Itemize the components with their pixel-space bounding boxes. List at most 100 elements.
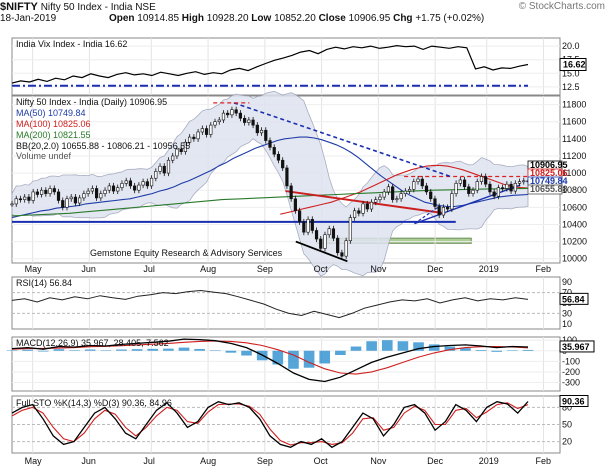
price-right-label: 10825.06 (530, 168, 568, 178)
price-candle (192, 136, 196, 140)
macd-histogram-bar (444, 346, 456, 351)
price-candle (403, 190, 407, 194)
chart-title-line: $NIFTY Nifty 50 Index - India NSE (0, 1, 613, 13)
price-candle (407, 189, 412, 192)
quote-date: 18-Jan-2019 (0, 13, 57, 24)
price-candle (412, 181, 416, 190)
macd-histogram-bar (522, 349, 534, 351)
macd-y-tick: -100 (562, 356, 580, 366)
price-candle (128, 180, 133, 187)
price-candle (391, 186, 395, 200)
legend-volume: Volume undef (16, 151, 72, 161)
x-tick-label: Dec (427, 264, 444, 274)
price-candle (188, 136, 192, 143)
price-candle (484, 176, 488, 185)
x-tick-label-bottom: Dec (427, 456, 444, 466)
price-candle (116, 187, 120, 192)
price-y-tick: 11400 (562, 134, 586, 144)
price-candle (61, 200, 65, 208)
price-candle (52, 188, 56, 193)
price-y-tick: 10800 (562, 185, 587, 195)
price-candle (82, 193, 86, 199)
x-tick-label: Nov (370, 264, 387, 274)
price-candle (221, 112, 226, 121)
price-y-tick: 10600 (562, 202, 587, 212)
price-title: Nifty 50 Index - India (Daily) 10906.95 (16, 97, 167, 107)
macd-histogram-bar (178, 347, 190, 351)
price-candle (454, 183, 458, 194)
price-candle (213, 121, 217, 126)
sto-last-box (559, 394, 589, 407)
price-candle (479, 176, 484, 182)
symbol: $NIFTY (0, 1, 38, 13)
price-y-tick: 11600 (562, 117, 586, 127)
rsi-y-tick: 30 (562, 308, 572, 318)
vix-y-tick: 15.0 (562, 68, 580, 78)
x-tick-label-bottom: Jul (143, 456, 155, 466)
price-candle (509, 183, 513, 192)
x-tick-label: Jul (143, 264, 155, 274)
x-tick-label: 2019 (479, 264, 499, 274)
price-right-label: 10749.84 (530, 176, 568, 186)
price-candle (251, 119, 255, 126)
sto-title: Full STO %K(14,3) %D(3) 90.36, 84.96 (16, 398, 172, 408)
price-candle (314, 230, 319, 240)
price-candle (154, 171, 158, 179)
price-candle (416, 178, 420, 182)
macd-y-tick: -200 (562, 367, 580, 377)
price-candle (111, 185, 116, 192)
macd-histogram-bar (116, 349, 127, 351)
price-candle (441, 207, 446, 216)
x-tick-label: Aug (200, 264, 216, 274)
price-candle (272, 147, 276, 155)
price-candle (268, 140, 272, 148)
vix-title: India Vix Index - India 16.62 (16, 39, 127, 49)
price-right-label: 10655.88 (530, 184, 568, 194)
rsi-title: RSI(14) 56.84 (16, 278, 72, 288)
macd-histogram-bar (84, 349, 96, 351)
macd-histogram-bar (209, 350, 221, 351)
price-candle (467, 186, 471, 194)
macd-histogram-bar (69, 350, 80, 351)
x-tick-label-bottom: Nov (370, 456, 387, 466)
price-candle (40, 189, 44, 195)
quote-line: 18-Jan-2019 Open 10914.85 High 10928.20 … (0, 13, 613, 24)
price-candle (158, 165, 162, 172)
close-label: Close (318, 13, 346, 24)
macd-histogram-bar (100, 350, 112, 351)
price-candle (501, 187, 505, 189)
macd-histogram-bar (491, 350, 503, 352)
open-label: Open (108, 13, 135, 24)
macd-y-tick: 100 (562, 335, 577, 345)
price-candle (14, 198, 18, 205)
macd-panel (11, 336, 561, 392)
x-tick-label-bottom: Oct (314, 456, 329, 466)
price-candle (162, 165, 166, 174)
macd-histogram-bar (225, 350, 237, 353)
price-candle (44, 189, 48, 194)
macd-histogram-bar (460, 348, 471, 351)
macd-histogram-bar (241, 350, 252, 356)
macd-histogram-bar (131, 349, 143, 351)
macd-histogram-bar (163, 348, 174, 351)
price-candle (234, 109, 238, 114)
vix-last-value: 16.62 (563, 59, 586, 69)
price-candle (293, 198, 297, 212)
price-candle (217, 119, 221, 122)
price-y-tick: 11200 (562, 151, 586, 161)
rsi-line (11, 289, 529, 319)
x-tick-label: May (25, 264, 43, 274)
price-candle (238, 112, 242, 119)
price-candle (462, 179, 467, 188)
legend-ma200: MA(200) 10821.55 (16, 130, 91, 140)
macd-histogram-bar (53, 349, 65, 351)
vix-y-tick: 20.0 (562, 41, 580, 51)
sto-y-tick: 20 (562, 437, 572, 447)
macd-histogram-bar (6, 350, 18, 351)
price-candle (145, 181, 149, 187)
price-candle (361, 203, 365, 214)
macd-histogram-bar (194, 348, 205, 351)
price-candle (196, 131, 200, 140)
ascending-wedge-dash (414, 205, 441, 225)
price-candle (171, 155, 175, 161)
